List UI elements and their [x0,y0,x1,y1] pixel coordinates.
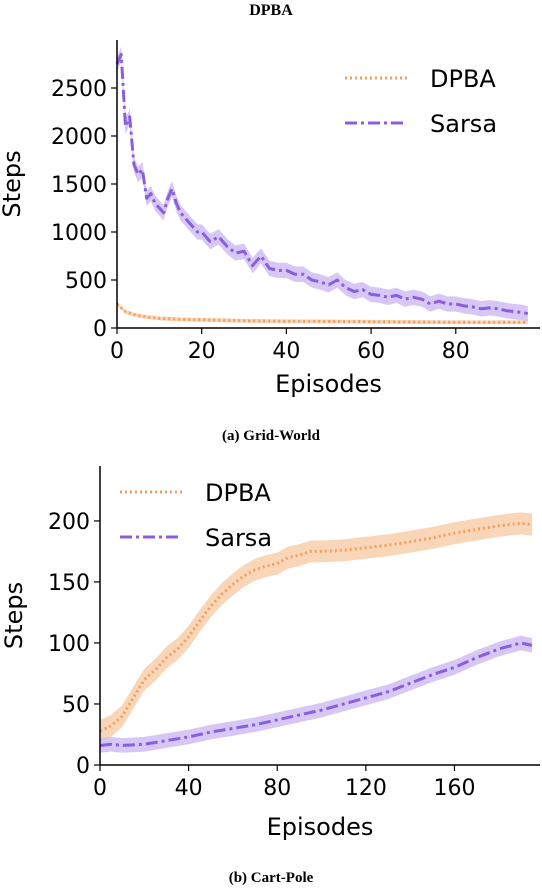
series-line-sarsa [99,641,533,747]
y-tick-label: 200 [48,510,90,535]
y-tick-label: 100 [48,632,90,657]
caption-cart-pole: (b) Cart-Pole [228,870,314,886]
y-tick-label: 150 [48,571,90,596]
y-tick-label: 2500 [51,77,107,102]
chart-grid-world: 0 20 40 60 80 0 500 1000 1500 2000 2500 Episodes Ste… [0,40,540,398]
x-tick-label: 60 [357,339,385,364]
y-tick-label: 500 [65,269,107,294]
y-tick-label: 0 [93,317,107,342]
figure-title: DPBA [249,2,293,19]
x-tick-label: 40 [272,339,300,364]
y-tick-label: 1000 [51,221,107,246]
x-tick-label: 0 [93,776,107,801]
y-tick-label: 2000 [51,125,107,150]
series-band-dpba [117,302,528,325]
x-tick-label: 80 [263,776,291,801]
series-line-dpba [115,302,528,324]
caption-grid-world: (a) Grid-World [222,428,320,444]
x-tick-label: 120 [345,776,387,801]
x-tick-label: 0 [110,339,124,364]
series-band-dpba [100,512,532,742]
y-tick-label: 0 [76,754,90,779]
legend-label-dpba: DPBA [205,479,271,507]
legend-label-dpba: DPBA [430,65,496,93]
x-tick-label: 160 [433,776,475,801]
legend-label-sarsa: Sarsa [205,524,272,552]
y-tick-label: 50 [62,693,90,718]
x-tick-label: 20 [188,339,216,364]
x-axis-label: Episodes [275,370,382,398]
y-axis-label: Steps [0,582,28,649]
x-tick-label: 40 [175,776,203,801]
x-tick-label: 80 [442,339,470,364]
y-tick-label: 1500 [51,173,107,198]
series-line-sarsa [115,52,529,316]
series-band-sarsa [100,635,532,753]
x-axis-label: Episodes [267,813,374,841]
y-axis-label: Steps [0,150,26,217]
legend-label-sarsa: Sarsa [430,110,497,138]
